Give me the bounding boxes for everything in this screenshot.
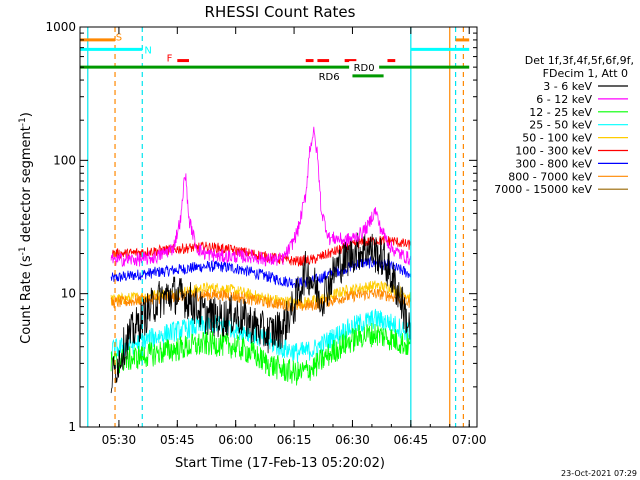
y-axis-label-sup2: -1 [18, 117, 28, 126]
y-tick-label-1: 10 [61, 287, 76, 301]
legend-header-line2: FDecim 1, Att 0 [543, 67, 628, 80]
legend-label-6: 300 - 800 keV [515, 157, 592, 170]
series-line-1 [110, 126, 411, 268]
y-axis-label-mid: detector segment [19, 126, 34, 246]
legend: Det 1f,3f,4f,5f,6f,9f, FDecim 1, Att 0 3… [494, 54, 634, 196]
x-tick-label-6: 07:00 [452, 433, 487, 447]
legend-header-line1: Det 1f,3f,4f,5f,6f,9f, [525, 54, 634, 67]
flag-label-bg-RD0 [349, 61, 380, 74]
y-axis-label-sup1: -1 [18, 246, 28, 255]
x-tick-label-1: 05:45 [160, 433, 195, 447]
legend-label-8: 7000 - 15000 keV [494, 183, 592, 196]
legend-label-7: 800 - 7000 keV [508, 170, 592, 183]
y-axis-label: Count Rate (s-1 detector segment-1) [18, 112, 34, 344]
x-ticks: 05:30 05:45 06:00 06:15 06:30 06:45 07:00 [98, 27, 487, 447]
y-axis-label-start: Count Rate (s [19, 255, 34, 344]
legend-label-2: 12 - 25 keV [529, 106, 592, 119]
legend-label-5: 100 - 300 keV [515, 145, 592, 158]
flag-label-N: N [144, 45, 151, 56]
legend-label-4: 50 - 100 keV [522, 132, 592, 145]
flag-label-S: S [116, 32, 122, 43]
chart-title: RHESSI Count Rates [205, 3, 356, 21]
series-line-0 [110, 232, 411, 394]
series-layer [110, 126, 411, 394]
plot-frame [79, 26, 478, 428]
flag-label-RD6: RD6 [319, 72, 340, 83]
flag-label-bg-RD6 [314, 69, 345, 82]
vertical-lines-layer [87, 27, 464, 427]
x-tick-label-5: 06:45 [394, 433, 429, 447]
flag-label-RD0: RD0 [354, 63, 375, 74]
x-tick-label-2: 06:00 [218, 433, 253, 447]
flag-bars-layer: S N F RD0 RD6 [80, 32, 470, 83]
x-axis-label: Start Time (17-Feb-13 05:20:02) [175, 456, 385, 471]
y-tick-label-0: 1 [68, 420, 76, 434]
flag-label-F: F [167, 54, 173, 65]
footer-date: 23-Oct-2021 07:29 [561, 469, 637, 478]
y-tick-label-2: 100 [53, 153, 76, 167]
y-axis-label-end: ) [19, 112, 34, 117]
series-line-3 [110, 308, 411, 363]
legend-label-3: 25 - 50 keV [529, 119, 592, 132]
legend-label-1: 6 - 12 keV [536, 93, 592, 106]
y-ticks: 1 10 100 1000 [45, 20, 477, 434]
x-tick-label-3: 06:15 [277, 433, 312, 447]
x-tick-label-0: 05:30 [102, 433, 137, 447]
series-line-2 [110, 322, 411, 386]
x-tick-label-4: 06:30 [335, 433, 370, 447]
legend-label-0: 3 - 6 keV [543, 80, 592, 93]
y-tick-label-3: 1000 [45, 20, 76, 34]
